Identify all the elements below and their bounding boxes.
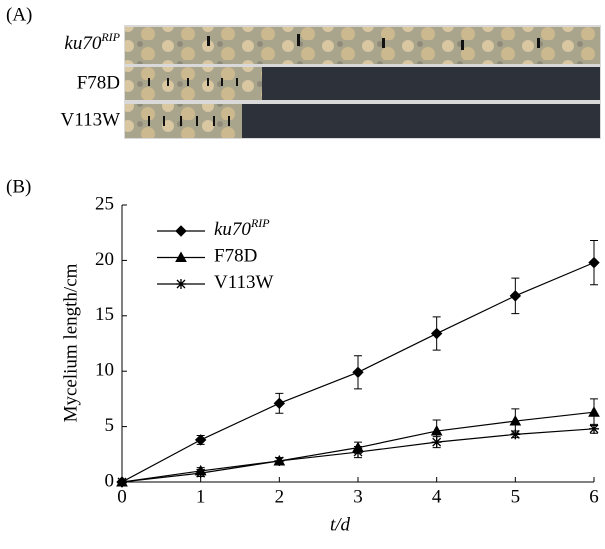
x-tick-label: 4 (432, 486, 442, 507)
marker (430, 425, 443, 436)
marker (510, 429, 521, 440)
legend-name: F78D (214, 246, 257, 267)
marker (353, 447, 363, 458)
growth (125, 104, 242, 138)
marker (194, 434, 207, 446)
y-tick-label: 20 (95, 249, 114, 270)
legend-name: ku70 (214, 219, 251, 240)
y-tick-label: 10 (95, 360, 114, 381)
marker (588, 256, 600, 269)
legend-label: ku70RIP (214, 216, 270, 241)
race-tubes (124, 25, 601, 139)
x-axis-label: t/d (330, 514, 351, 535)
x-tick-label: 2 (275, 486, 285, 507)
panel-b-label: (B) (6, 176, 31, 197)
legend-superscript: RIP (250, 216, 270, 230)
legend-label: V113W (214, 272, 274, 293)
marker (352, 366, 364, 379)
marker (509, 290, 522, 302)
marker (175, 251, 187, 262)
y-tick-label: 25 (95, 193, 114, 214)
marker (176, 279, 186, 289)
y-axis-label: Mycelium length/cm (60, 263, 81, 422)
marker (588, 406, 600, 417)
legend-name: V113W (214, 272, 274, 293)
marker (431, 437, 442, 448)
growth (125, 67, 262, 100)
row-label: V113W (61, 109, 121, 130)
x-tick-label: 6 (589, 486, 599, 507)
day-marks (148, 34, 540, 126)
x-tick-label: 5 (511, 486, 521, 507)
marker (273, 397, 286, 410)
marker (509, 415, 522, 426)
x-tick-label: 1 (196, 486, 206, 507)
x-tick-label: 3 (353, 486, 363, 507)
row-label: F78D (77, 72, 120, 93)
marker (430, 327, 443, 340)
marker (175, 225, 187, 237)
row-label: ku70RIP (64, 30, 120, 55)
tube (125, 27, 600, 64)
marker (117, 477, 127, 487)
legend-label: F78D (214, 246, 257, 267)
marker (195, 468, 206, 479)
x-tick-label: 0 (117, 486, 127, 507)
marker (589, 423, 599, 434)
y-tick-label: 15 (95, 304, 114, 325)
y-tick-label: 0 (105, 470, 115, 491)
marker (274, 455, 285, 466)
y-tick-label: 5 (105, 415, 115, 436)
panel-a-label: (A) (6, 4, 32, 25)
